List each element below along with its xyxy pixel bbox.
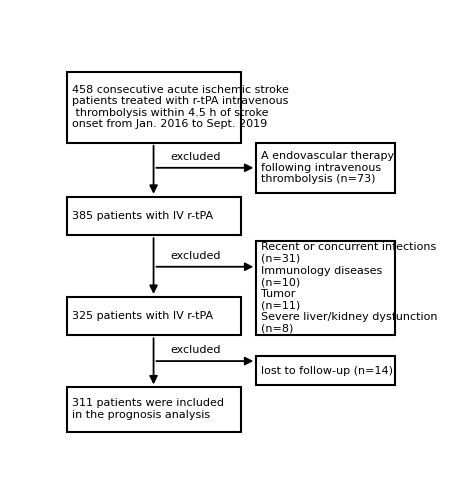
FancyBboxPatch shape xyxy=(66,72,241,143)
FancyBboxPatch shape xyxy=(256,356,396,386)
Text: excluded: excluded xyxy=(170,152,220,162)
Text: A endovascular therapy
following intravenous
thrombolysis (n=73): A endovascular therapy following intrave… xyxy=(261,151,394,184)
FancyBboxPatch shape xyxy=(256,241,396,336)
FancyBboxPatch shape xyxy=(66,196,241,235)
FancyBboxPatch shape xyxy=(66,387,241,432)
FancyBboxPatch shape xyxy=(66,297,241,336)
Text: lost to follow-up (n=14): lost to follow-up (n=14) xyxy=(261,366,393,376)
FancyBboxPatch shape xyxy=(256,143,396,193)
Text: 325 patients with IV r-tPA: 325 patients with IV r-tPA xyxy=(72,311,213,321)
Text: 311 patients were included
in the prognosis analysis: 311 patients were included in the progno… xyxy=(72,398,224,420)
Text: Recent or concurrent infections
(n=31)
Immunology diseases
(n=10)
Tumor
(n=11)
S: Recent or concurrent infections (n=31) I… xyxy=(261,242,437,334)
Text: excluded: excluded xyxy=(170,251,220,261)
Text: 385 patients with IV r-tPA: 385 patients with IV r-tPA xyxy=(72,211,213,221)
Text: excluded: excluded xyxy=(170,346,220,356)
Text: 458 consecutive acute ischemic stroke
patients treated with r-tPA intravenous
 t: 458 consecutive acute ischemic stroke pa… xyxy=(72,84,289,130)
